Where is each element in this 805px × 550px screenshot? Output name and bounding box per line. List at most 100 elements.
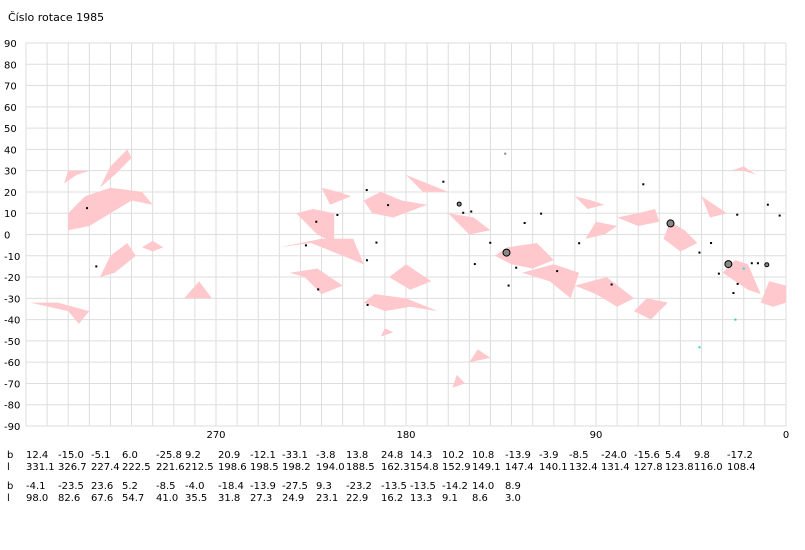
- table-cell-b: -33.1: [282, 450, 308, 461]
- data-point: [736, 213, 739, 216]
- spot-region: [99, 243, 136, 278]
- table-cell-b: -13.5: [410, 481, 436, 492]
- spot-region: [452, 374, 466, 388]
- data-point: [489, 241, 492, 244]
- table-cell-l: 194.0: [316, 462, 345, 473]
- table-cell-l: 108.4: [727, 462, 756, 473]
- y-tick-label: -80: [4, 401, 20, 412]
- spot-region: [585, 221, 618, 239]
- table-cell-b: -5.1: [91, 450, 111, 461]
- data-point: [502, 248, 511, 257]
- data-point: [778, 214, 781, 217]
- x-tick-label: 180: [396, 430, 415, 441]
- data-point: [764, 262, 770, 268]
- spot-region: [494, 243, 554, 269]
- spot-region: [321, 187, 352, 205]
- table-cell-l: 188.5: [346, 462, 375, 473]
- table-cell-l: 27.3: [250, 493, 273, 504]
- table-row-b: b -4.1 -23.5 23.6 5.2 -8.5 -4.0 -18.4 -13.9 -27.…: [0, 481, 805, 493]
- data-point: [556, 270, 559, 273]
- data-point-extra: [742, 267, 745, 270]
- y-tick-label: 0: [4, 231, 10, 242]
- table-cell-b: -23.2: [346, 481, 372, 492]
- table-cell-b: 5.4: [665, 450, 681, 461]
- data-point: [666, 219, 675, 228]
- table-cell-l: 41.0: [156, 493, 179, 504]
- table-cell-b: -18.4: [218, 481, 244, 492]
- y-tick-label: 90: [4, 39, 17, 50]
- table-cell-b: -8.5: [156, 481, 176, 492]
- row-label-b: b: [7, 481, 14, 492]
- table-cell-b: 9.2: [185, 450, 201, 461]
- y-tick-label: -50: [4, 337, 20, 348]
- data-point: [473, 263, 476, 266]
- spot-region: [279, 238, 364, 265]
- spot-region: [289, 268, 343, 295]
- y-tick-label: 70: [4, 82, 17, 93]
- spot-region: [296, 209, 335, 243]
- table-cell-b: 9.8: [694, 450, 710, 461]
- data-point: [365, 189, 368, 192]
- table-cell-l: 24.9: [282, 493, 305, 504]
- data-point: [462, 211, 465, 214]
- y-tick-label: -30: [4, 294, 20, 305]
- table-cell-l: 154.8: [410, 462, 439, 473]
- table-cell-b: 23.6: [91, 481, 114, 492]
- spot-region: [363, 294, 438, 312]
- data-point: [456, 201, 462, 207]
- table-cell-l: 23.1: [316, 493, 339, 504]
- table-cell-b: -3.9: [539, 450, 559, 461]
- spot-region: [574, 196, 605, 209]
- data-table-1: b 12.4 -15.0 -5.1 6.0 -25.8 9.2 20.9 -12.1 -33.1…: [0, 450, 805, 474]
- data-point: [732, 292, 735, 295]
- table-cell-l: 123.8: [665, 462, 694, 473]
- table-cell-b: -4.0: [185, 481, 205, 492]
- data-point: [315, 220, 318, 223]
- table-cell-b: -13.5: [381, 481, 407, 492]
- table-row-l: l 98.0 82.6 67.6 54.7 41.0 35.5 31.8 27.3 24.9 23…: [0, 493, 805, 505]
- table-cell-b: 24.8: [381, 450, 404, 461]
- table-cell-b: -15.6: [634, 450, 660, 461]
- y-tick-label: 20: [4, 188, 17, 199]
- table-cell-l: 331.1: [26, 462, 55, 473]
- row-label-l: l: [7, 462, 10, 473]
- table-cell-b: -4.1: [26, 481, 46, 492]
- table-cell-l: 35.5: [185, 493, 208, 504]
- spot-region: [30, 302, 90, 324]
- data-point: [610, 283, 613, 286]
- data-point: [515, 266, 518, 269]
- table-cell-l: 162.3: [381, 462, 410, 473]
- spot-region: [406, 174, 449, 192]
- data-point: [766, 203, 769, 206]
- spot-region: [731, 166, 757, 175]
- table-cell-b: -27.5: [282, 481, 308, 492]
- table-cell-b: 9.3: [316, 481, 332, 492]
- table-cell-b: -3.8: [316, 450, 336, 461]
- y-tick-label: -40: [4, 316, 20, 327]
- table-cell-l: 98.0: [26, 493, 49, 504]
- data-point: [642, 183, 645, 186]
- data-point: [304, 244, 307, 247]
- table-cell-b: -8.5: [569, 450, 589, 461]
- spot-region: [522, 264, 580, 299]
- table-cell-b: 6.0: [122, 450, 138, 461]
- data-point: [710, 242, 713, 245]
- spot-region: [448, 213, 491, 235]
- data-point: [317, 288, 320, 291]
- spot-region: [574, 277, 634, 307]
- data-point-extra: [504, 152, 507, 155]
- y-tick-label: 10: [4, 209, 17, 220]
- spot-region: [64, 170, 90, 184]
- table-cell-l: 8.6: [472, 493, 488, 504]
- table-cell-l: 198.6: [218, 462, 247, 473]
- y-tick-label: -20: [4, 273, 20, 284]
- data-point: [578, 242, 581, 245]
- data-point-extra: [734, 318, 737, 321]
- data-point: [523, 222, 526, 225]
- y-tick-label: 60: [4, 103, 17, 114]
- table-cell-b: 5.2: [122, 481, 138, 492]
- spot-region: [363, 191, 428, 218]
- table-cell-b: 10.2: [442, 450, 465, 461]
- spot-region: [380, 328, 394, 337]
- table-cell-l: 198.2: [282, 462, 311, 473]
